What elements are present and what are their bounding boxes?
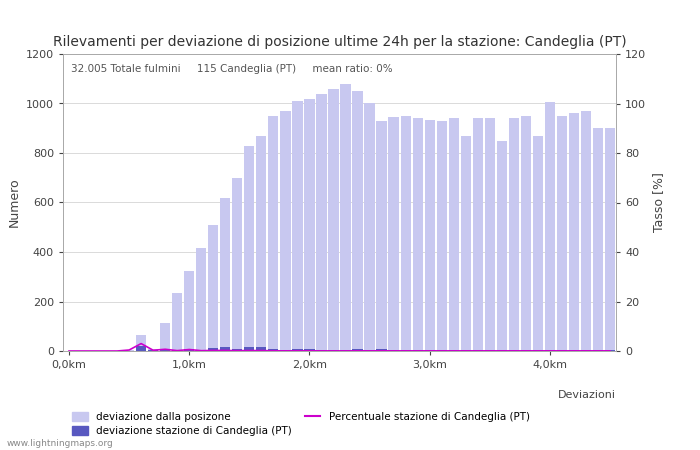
Bar <box>280 111 290 351</box>
Bar <box>352 91 363 351</box>
Bar <box>509 118 519 351</box>
Bar <box>437 121 447 351</box>
Y-axis label: Tasso [%]: Tasso [%] <box>652 172 665 233</box>
Bar <box>593 128 603 351</box>
Bar <box>232 178 242 351</box>
Bar <box>365 104 374 351</box>
Bar <box>148 350 158 351</box>
Bar <box>497 350 507 351</box>
Bar <box>461 136 471 351</box>
Bar <box>136 335 146 351</box>
Bar <box>340 350 351 351</box>
Bar <box>593 350 603 351</box>
Bar <box>377 121 386 351</box>
Bar <box>412 350 423 351</box>
Bar <box>220 347 230 351</box>
Bar <box>425 120 435 351</box>
Bar <box>160 323 170 351</box>
Bar <box>412 118 423 351</box>
Bar <box>208 225 218 351</box>
Bar <box>293 349 302 351</box>
Bar <box>509 350 519 351</box>
Bar <box>124 350 134 351</box>
Bar <box>581 350 591 351</box>
Bar <box>521 116 531 351</box>
Bar <box>400 350 411 351</box>
Bar <box>484 350 495 351</box>
Bar <box>449 350 458 351</box>
Bar <box>569 350 579 351</box>
Bar <box>425 350 435 351</box>
Bar <box>556 116 567 351</box>
Bar <box>244 347 254 351</box>
Text: www.lightningmaps.org: www.lightningmaps.org <box>7 439 113 448</box>
Text: Deviazioni: Deviazioni <box>558 390 616 400</box>
Bar <box>605 128 615 351</box>
Bar <box>389 350 399 351</box>
Bar <box>196 350 206 351</box>
Bar <box>316 350 327 351</box>
Bar <box>533 136 543 351</box>
Text: 32.005 Totale fulmini     115 Candeglia (PT)     mean ratio: 0%: 32.005 Totale fulmini 115 Candeglia (PT)… <box>71 64 393 74</box>
Y-axis label: Numero: Numero <box>7 178 20 227</box>
Bar <box>208 348 218 351</box>
Bar <box>497 140 507 351</box>
Bar <box>184 270 195 351</box>
Bar <box>437 350 447 351</box>
Bar <box>352 349 363 351</box>
Bar <box>473 350 483 351</box>
Bar <box>328 89 339 351</box>
Bar <box>220 198 230 351</box>
Bar <box>172 293 182 351</box>
Bar <box>280 350 290 351</box>
Bar <box>232 349 242 351</box>
Bar <box>533 350 543 351</box>
Bar <box>172 350 182 351</box>
Bar <box>400 116 411 351</box>
Bar <box>256 136 267 351</box>
Bar <box>304 349 314 351</box>
Bar <box>556 350 567 351</box>
Legend: deviazione dalla posizone, deviazione stazione di Candeglia (PT), Percentuale st: deviazione dalla posizone, deviazione st… <box>68 408 533 440</box>
Bar <box>268 349 279 351</box>
Bar <box>484 118 495 351</box>
Bar <box>521 350 531 351</box>
Bar <box>605 350 615 351</box>
Bar <box>545 102 555 351</box>
Bar <box>365 350 374 351</box>
Bar <box>148 349 158 351</box>
Bar <box>196 248 206 351</box>
Bar <box>268 116 279 351</box>
Bar <box>136 346 146 351</box>
Bar <box>340 84 351 351</box>
Bar <box>304 99 314 351</box>
Title: Rilevamenti per deviazione di posizione ultime 24h per la stazione: Candeglia (P: Rilevamenti per deviazione di posizione … <box>52 35 626 49</box>
Bar <box>377 349 386 351</box>
Bar <box>389 117 399 351</box>
Bar <box>184 349 195 351</box>
Bar <box>293 101 302 351</box>
Bar <box>256 347 267 351</box>
Bar <box>316 94 327 351</box>
Bar <box>473 118 483 351</box>
Bar <box>449 118 458 351</box>
Bar <box>581 111 591 351</box>
Bar <box>545 350 555 351</box>
Bar <box>160 349 170 351</box>
Bar <box>244 146 254 351</box>
Bar <box>461 350 471 351</box>
Bar <box>328 350 339 351</box>
Bar <box>569 113 579 351</box>
